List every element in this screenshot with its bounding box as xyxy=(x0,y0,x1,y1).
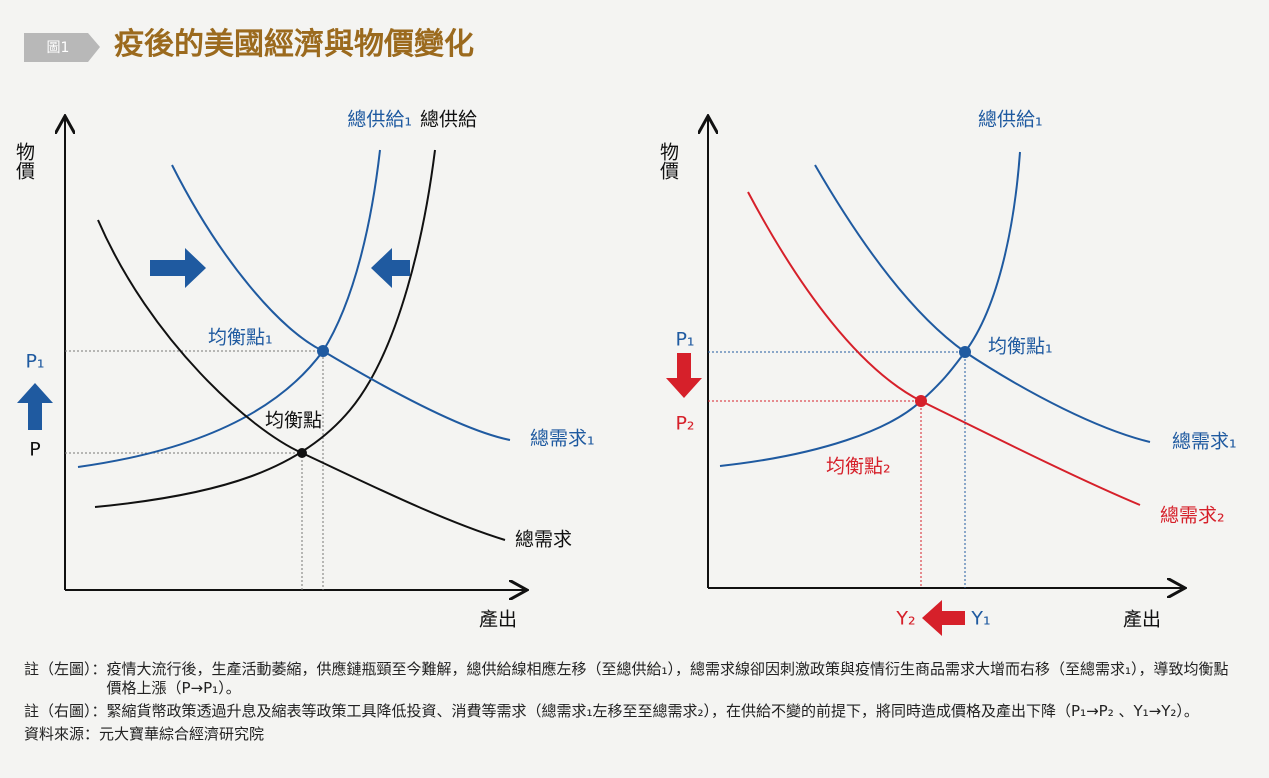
left-diagram xyxy=(65,118,525,590)
x-axis-label: 產出 xyxy=(1123,609,1161,631)
demand2-curve xyxy=(747,191,1141,506)
right-diagram xyxy=(708,118,1183,588)
badge: 圖1 xyxy=(47,40,70,56)
x-axis-label: 產出 xyxy=(479,609,517,631)
demand1-curve xyxy=(171,164,511,441)
guide xyxy=(65,350,324,590)
label: 總需求₁ xyxy=(530,428,595,450)
label: P₁ xyxy=(25,351,44,373)
note: 註（右圖）： 緊縮貨幣政策透過升息及縮表等政策工具降低投資、消費等需求（總需求₁左… xyxy=(24,702,1239,721)
note: 註（左圖）： 疫情大流行後，生產活動萎縮，供應鏈瓶頸至今難解，總供給線相應左移（至… xyxy=(24,660,1239,698)
supply1-curve xyxy=(77,149,381,468)
guide xyxy=(708,400,922,588)
label: 總供給 xyxy=(420,109,477,131)
label: 總供給₁ xyxy=(978,109,1043,131)
up-arrow xyxy=(17,383,53,430)
y-axis-label: 物價 xyxy=(657,142,679,180)
note-text: 疫情大流行後，生產活動萎縮，供應鏈瓶頸至今難解，總供給線相應左移（至總供給₁），… xyxy=(106,660,1229,697)
label: 均衡點₂ xyxy=(826,456,891,478)
label: 總需求₂ xyxy=(1160,505,1225,527)
label: 均衡點₁ xyxy=(988,336,1053,358)
note-label: 資料來源： xyxy=(24,725,100,743)
label: 總供給₁ xyxy=(347,109,412,131)
equilibrium2-point xyxy=(915,395,927,407)
badge-shape xyxy=(24,33,100,62)
notes: 註（左圖）： 疫情大流行後，生產活動萎縮，供應鏈瓶頸至今難解，總供給線相應左移（至… xyxy=(24,660,1239,748)
left-arrow xyxy=(922,600,965,636)
y-axis-label: 物價 xyxy=(13,142,35,180)
note-label: 註（右圖）： xyxy=(24,702,107,720)
label: 均衡點₁ xyxy=(208,327,273,349)
equilibrium1-point xyxy=(317,345,329,357)
title: 疫後的美國經濟與物價變化 xyxy=(114,27,474,62)
demand-curve xyxy=(97,219,506,541)
equilibrium1-point xyxy=(959,346,971,358)
label: 均衡點 xyxy=(265,410,322,432)
label: 總需求 xyxy=(515,529,572,551)
supply1-curve xyxy=(719,151,1021,467)
shift-arrow xyxy=(371,248,410,288)
equilibrium-point xyxy=(297,448,307,458)
label: P₁ xyxy=(675,329,694,351)
supply-curve xyxy=(94,149,436,508)
demand1-curve xyxy=(814,164,1151,443)
down-arrow xyxy=(666,353,702,398)
note-text: 元大寶華綜合經濟研究院 xyxy=(99,725,265,743)
label: Y₁ xyxy=(970,608,990,630)
label: P xyxy=(29,439,40,461)
note: 資料來源： 元大寶華綜合經濟研究院 xyxy=(24,725,1239,744)
label: P₂ xyxy=(675,413,694,435)
shift-arrow xyxy=(150,248,206,288)
label: 總需求₁ xyxy=(1172,431,1237,453)
note-label: 註（左圖）： xyxy=(24,660,107,678)
diagram: 圖1 疫後的美國經濟與物價變化 物價 產出 總供給₁ 總供給 均衡點₁ 均衡點 … xyxy=(13,27,1237,636)
label: Y₂ xyxy=(895,608,915,630)
note-text: 緊縮貨幣政策透過升息及縮表等政策工具降低投資、消費等需求（總需求₁左移至至總需求… xyxy=(106,702,1199,720)
